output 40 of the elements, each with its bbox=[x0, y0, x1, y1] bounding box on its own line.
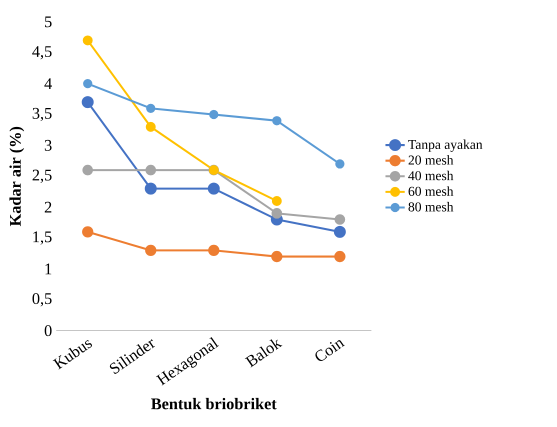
point bbox=[272, 208, 282, 219]
y-tick-label: 4,5 bbox=[32, 46, 52, 60]
x-tick-label: Coin bbox=[315, 340, 345, 361]
point bbox=[208, 244, 220, 256]
y-tick-label: 0 bbox=[44, 325, 52, 336]
point bbox=[208, 182, 220, 195]
point bbox=[82, 226, 94, 238]
y-tick-label: 1,5 bbox=[33, 231, 52, 245]
y-tick-label: 2 bbox=[44, 202, 52, 213]
y-tick-label: 3,5 bbox=[32, 108, 52, 122]
point bbox=[82, 164, 94, 176]
y-tick-label: 5 bbox=[45, 16, 52, 28]
point bbox=[272, 116, 282, 126]
point bbox=[146, 122, 156, 132]
point bbox=[145, 164, 156, 176]
point bbox=[335, 159, 344, 169]
point bbox=[271, 250, 282, 262]
legend-label: 40 mesh bbox=[408, 170, 454, 180]
x-axis-title: Bentuk briobriket bbox=[151, 398, 277, 410]
y-tick-label: 1 bbox=[46, 264, 52, 274]
point bbox=[272, 196, 282, 206]
point bbox=[82, 35, 93, 46]
y-tick-label: 3 bbox=[44, 140, 52, 151]
y-axis-title: Kadar air (%) bbox=[9, 126, 24, 226]
legend-label: 60 mesh bbox=[408, 186, 454, 196]
y-tick-label: 2,5 bbox=[32, 170, 52, 183]
point bbox=[334, 214, 346, 225]
y-tick-label: 4 bbox=[44, 78, 52, 89]
point bbox=[82, 96, 94, 108]
point bbox=[83, 79, 92, 88]
point bbox=[334, 226, 346, 238]
point bbox=[209, 110, 218, 120]
legend-label: Tanpa ayakan bbox=[408, 140, 482, 152]
legend-label: 80 mesh bbox=[408, 202, 454, 212]
point bbox=[145, 244, 156, 256]
point bbox=[334, 250, 346, 262]
y-tick-label: 0,5 bbox=[32, 293, 52, 306]
point bbox=[146, 104, 156, 113]
point bbox=[144, 182, 157, 195]
legend-label: 20 mesh bbox=[408, 155, 454, 165]
